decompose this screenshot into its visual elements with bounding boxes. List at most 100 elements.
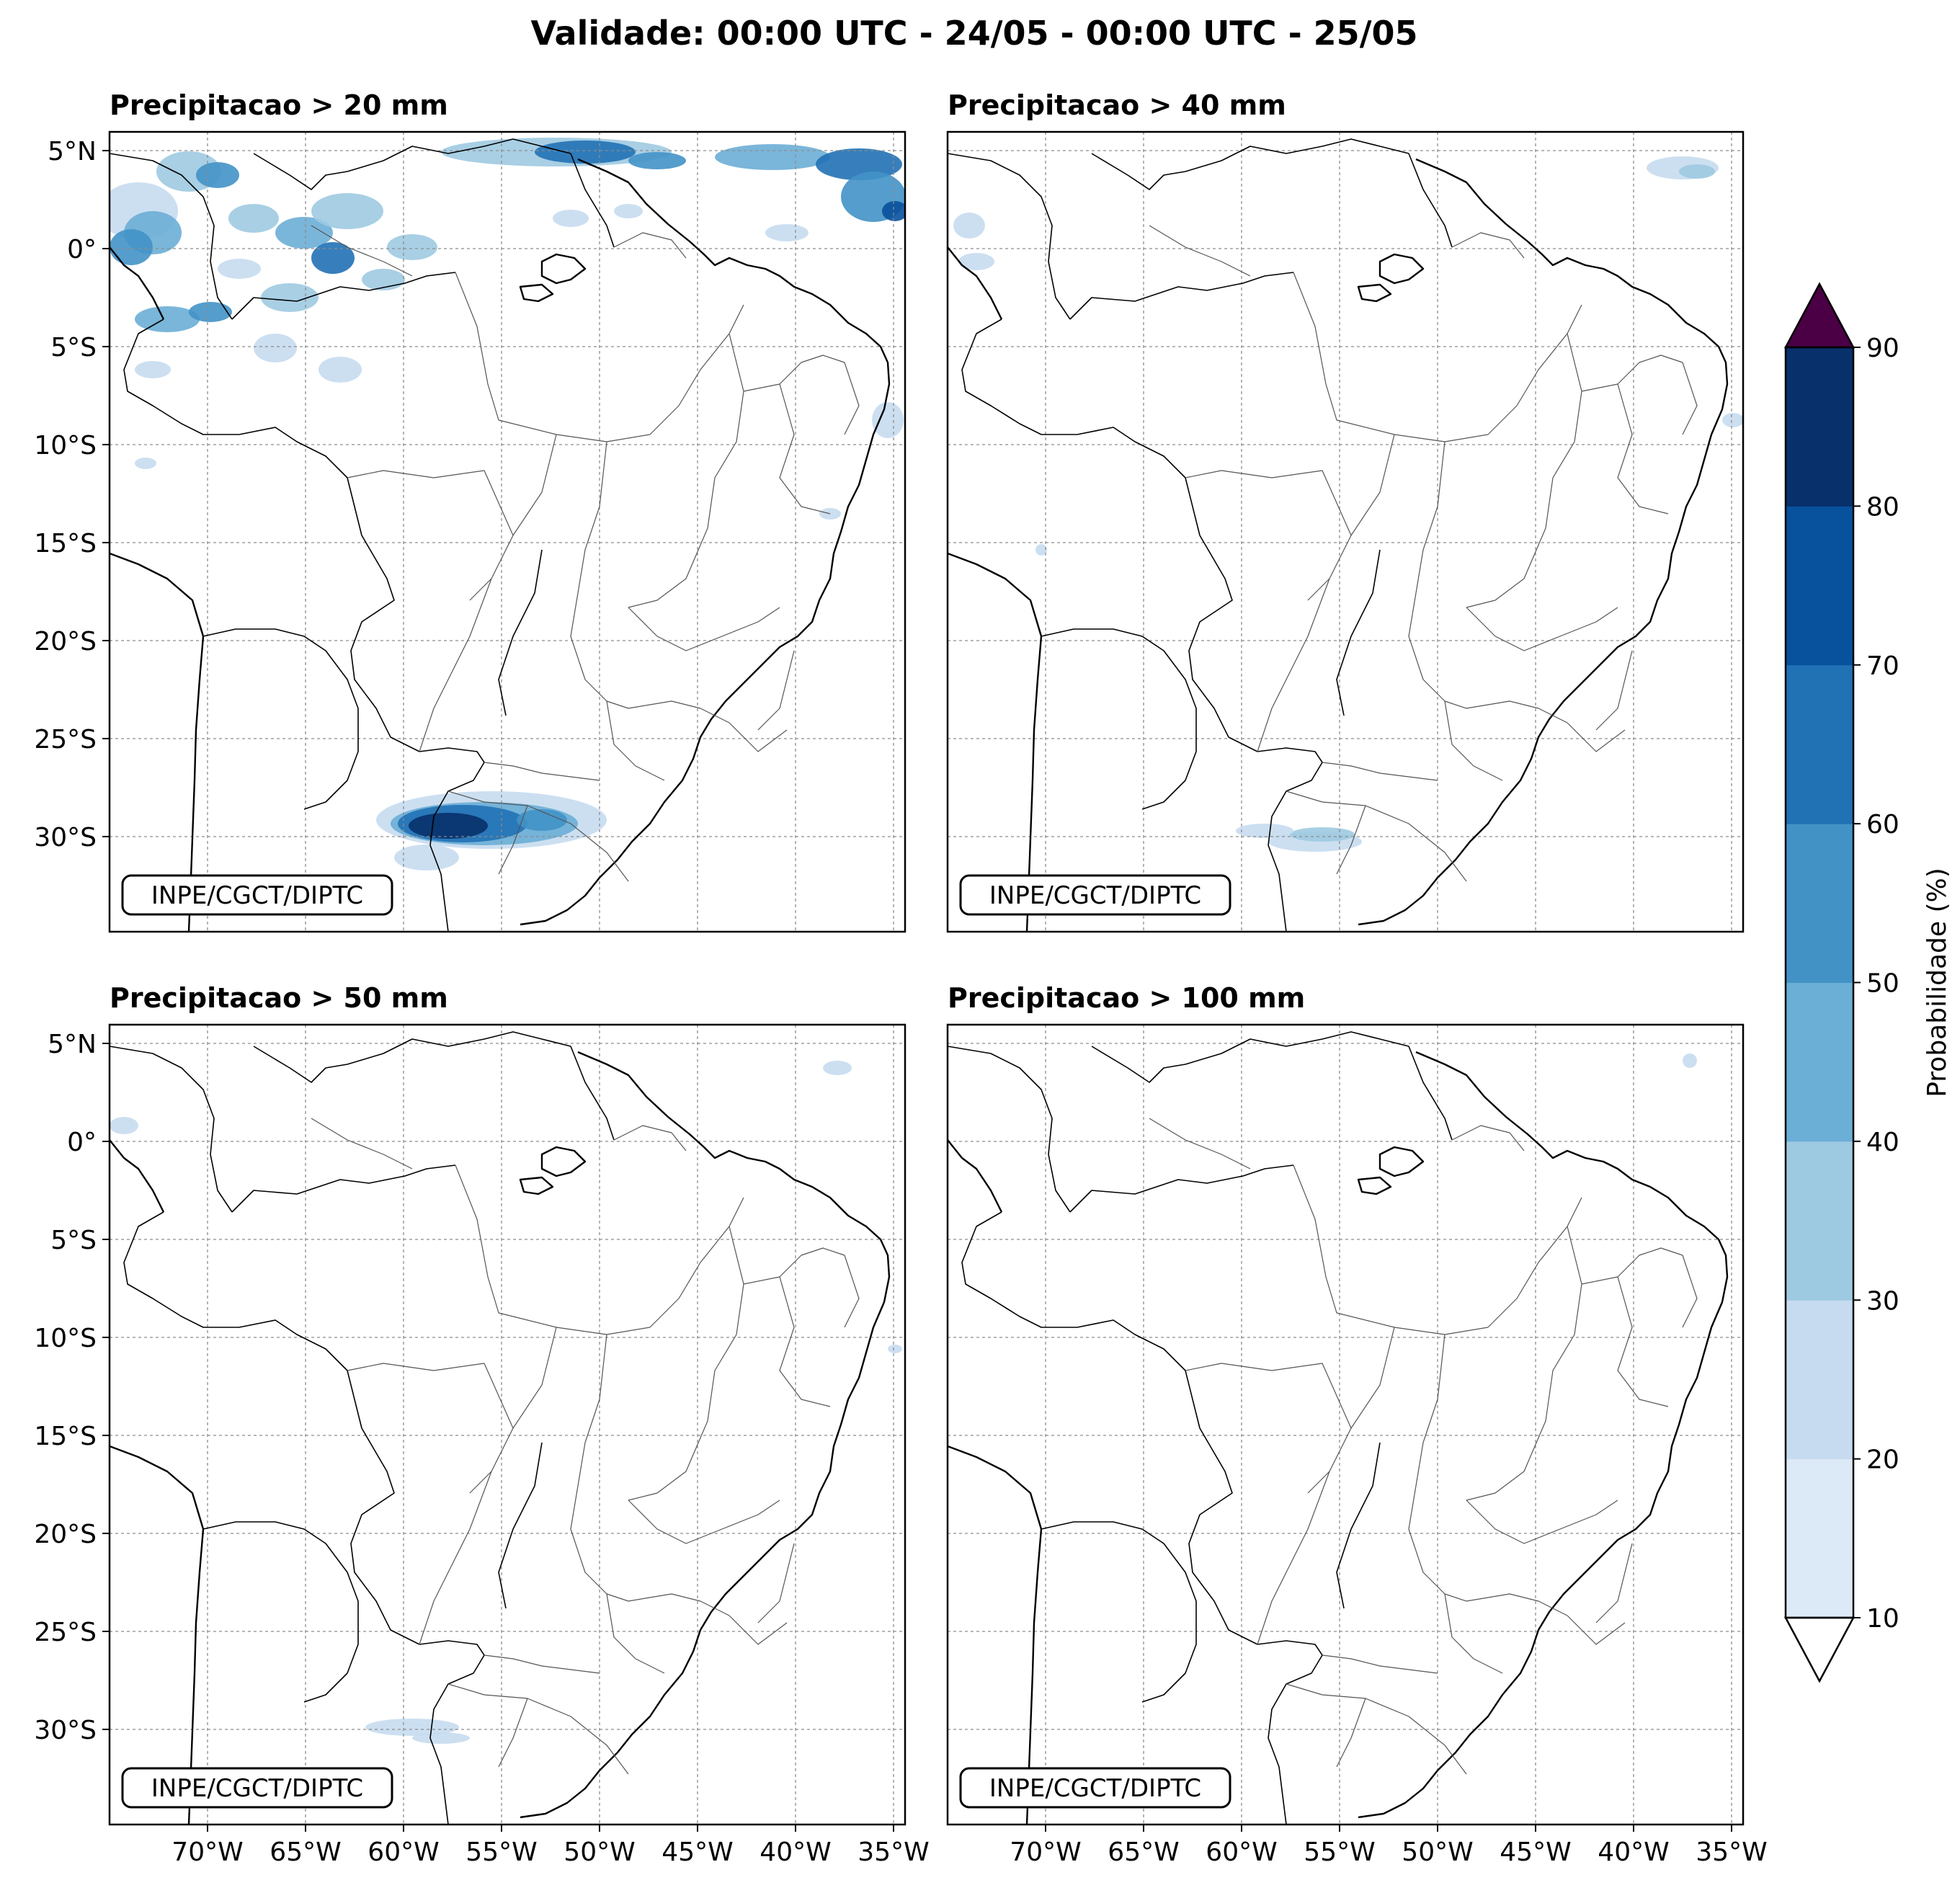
lat-tick-label: 20°S [34, 1520, 97, 1549]
lon-tick-label: 50°W [1402, 1837, 1473, 1867]
precip-area [218, 259, 261, 279]
precip-area [365, 1719, 459, 1736]
credit-label: INPE/CGCT/DIPTC [989, 1774, 1201, 1803]
lon-tick-label: 55°W [466, 1837, 537, 1867]
lon-tick-label: 35°W [1696, 1837, 1767, 1867]
colorbar-tick-label: 70 [1866, 651, 1899, 681]
precip-area [953, 213, 985, 239]
lat-tick-label: 30°S [34, 823, 97, 852]
map-panel: Precipitacao > 50 mm INPE/CGCT/DIPTC 5°N 0°… [34, 982, 929, 1867]
precip-area [1722, 413, 1743, 427]
lat-tick-label: 30°S [34, 1716, 97, 1745]
precip-area [553, 210, 589, 227]
colorbar-segment [1786, 1458, 1853, 1618]
panel-title: Precipitacao > 20 mm [110, 89, 448, 121]
lon-tick-label: 50°W [564, 1837, 635, 1867]
colorbar-segment [1786, 347, 1853, 507]
panel-frame [108, 130, 906, 933]
precip-area [872, 402, 904, 438]
lat-tick-label: 10°S [34, 1324, 97, 1353]
precip-area [261, 283, 318, 312]
lat-tick-label: 25°S [34, 1618, 97, 1647]
precip-area [882, 201, 905, 221]
lon-tick-label: 55°W [1304, 1837, 1375, 1867]
lon-tick-label: 60°W [368, 1837, 439, 1867]
lon-tick-label: 70°W [1010, 1837, 1081, 1867]
lat-tick-label: 15°S [34, 1422, 97, 1451]
lat-tick-label: 0° [67, 235, 97, 264]
precip-area [311, 193, 383, 229]
precip-area [765, 224, 808, 241]
country-outlines [948, 138, 1729, 932]
colorbar-tick-label: 10 [1866, 1604, 1899, 1634]
lon-tick-label: 65°W [1108, 1837, 1179, 1867]
precip-area [311, 242, 355, 274]
panel-title: Precipitacao > 40 mm [948, 89, 1286, 121]
map-panel: Precipitacao > 20 mm INPE/CGCT/DIPTC 5°N 0°… [34, 89, 906, 933]
precip-area [135, 361, 171, 378]
lat-tick-label: 0° [67, 1128, 97, 1157]
map-panel: Precipitacao > 40 mm INPE/CGCT/DIPTC [946, 89, 1745, 933]
lat-tick-label: 5°N [48, 1030, 97, 1059]
lon-tick-label: 60°W [1206, 1837, 1277, 1867]
panel-frame [108, 1023, 906, 1826]
precip-area [318, 357, 362, 383]
lat-tick-label: 15°S [34, 529, 97, 558]
precip-area [189, 302, 232, 322]
panel-title: Precipitacao > 100 mm [948, 982, 1305, 1014]
precip-area [535, 141, 636, 164]
colorbar-segment [1786, 664, 1853, 824]
lat-tick-label: 25°S [34, 725, 97, 754]
colorbar: 10 20 30 40 50 60 70 80 90 Probabilidade (%) [1783, 282, 1952, 1683]
lon-tick-label: 65°W [270, 1837, 341, 1867]
colorbar-segment [1786, 982, 1853, 1142]
panel-title: Precipitacao > 50 mm [110, 982, 448, 1014]
precip-area [1290, 827, 1355, 842]
precip-area [614, 204, 643, 218]
country-outlines [110, 1030, 891, 1825]
lat-tick-label: 5°S [50, 1226, 97, 1255]
precip-area [394, 845, 459, 870]
credit-label: INPE/CGCT/DIPTC [151, 1774, 363, 1803]
precip-area [275, 217, 333, 249]
colorbar-tick-label: 50 [1866, 969, 1899, 999]
credit-box [121, 874, 393, 916]
precip-area [110, 1117, 138, 1134]
colorbar-segment [1786, 1141, 1853, 1301]
map-panel: Precipitacao > 100 mm INPE/CGCT/DIPTC 70°W… [946, 982, 1768, 1867]
lon-tick-label: 40°W [760, 1837, 831, 1867]
precip-area [135, 458, 156, 469]
precip-area [387, 234, 437, 260]
colorbar-tick-label: 20 [1866, 1445, 1899, 1475]
colorbar-tick-label: 30 [1866, 1286, 1899, 1316]
lat-tick-label: 10°S [34, 431, 97, 460]
credit-box [959, 874, 1231, 916]
precip-area [196, 162, 239, 188]
colorbar-label: Probabilidade (%) [1923, 868, 1952, 1097]
precip-area [409, 813, 488, 839]
precip-area [1683, 1053, 1697, 1068]
country-outlines [948, 1030, 1729, 1825]
panel-frame [946, 130, 1745, 933]
colorbar-segment [1786, 1300, 1853, 1460]
precip-area [958, 253, 994, 270]
lon-tick-label: 40°W [1598, 1837, 1669, 1867]
colorbar-tick-label: 60 [1866, 810, 1899, 839]
precip-area [1679, 164, 1715, 179]
credit-box [121, 1767, 393, 1809]
precip-area [517, 809, 567, 831]
credit-label: INPE/CGCT/DIPTC [989, 881, 1201, 910]
colorbar-segment [1786, 506, 1853, 666]
colorbar-under-triangle [1783, 1616, 1856, 1683]
precip-area [1236, 824, 1293, 838]
precip-area [823, 1061, 852, 1075]
colorbar-tick-label: 90 [1866, 334, 1899, 363]
credit-box [959, 1767, 1231, 1809]
precip-area [135, 306, 200, 332]
precip-area [110, 229, 153, 265]
figure-title: Validade: 00:00 UTC - 24/05 - 00:00 UTC … [530, 14, 1417, 53]
precip-area [1035, 544, 1047, 556]
credit-label: INPE/CGCT/DIPTC [151, 881, 363, 910]
lon-tick-label: 35°W [858, 1837, 929, 1867]
